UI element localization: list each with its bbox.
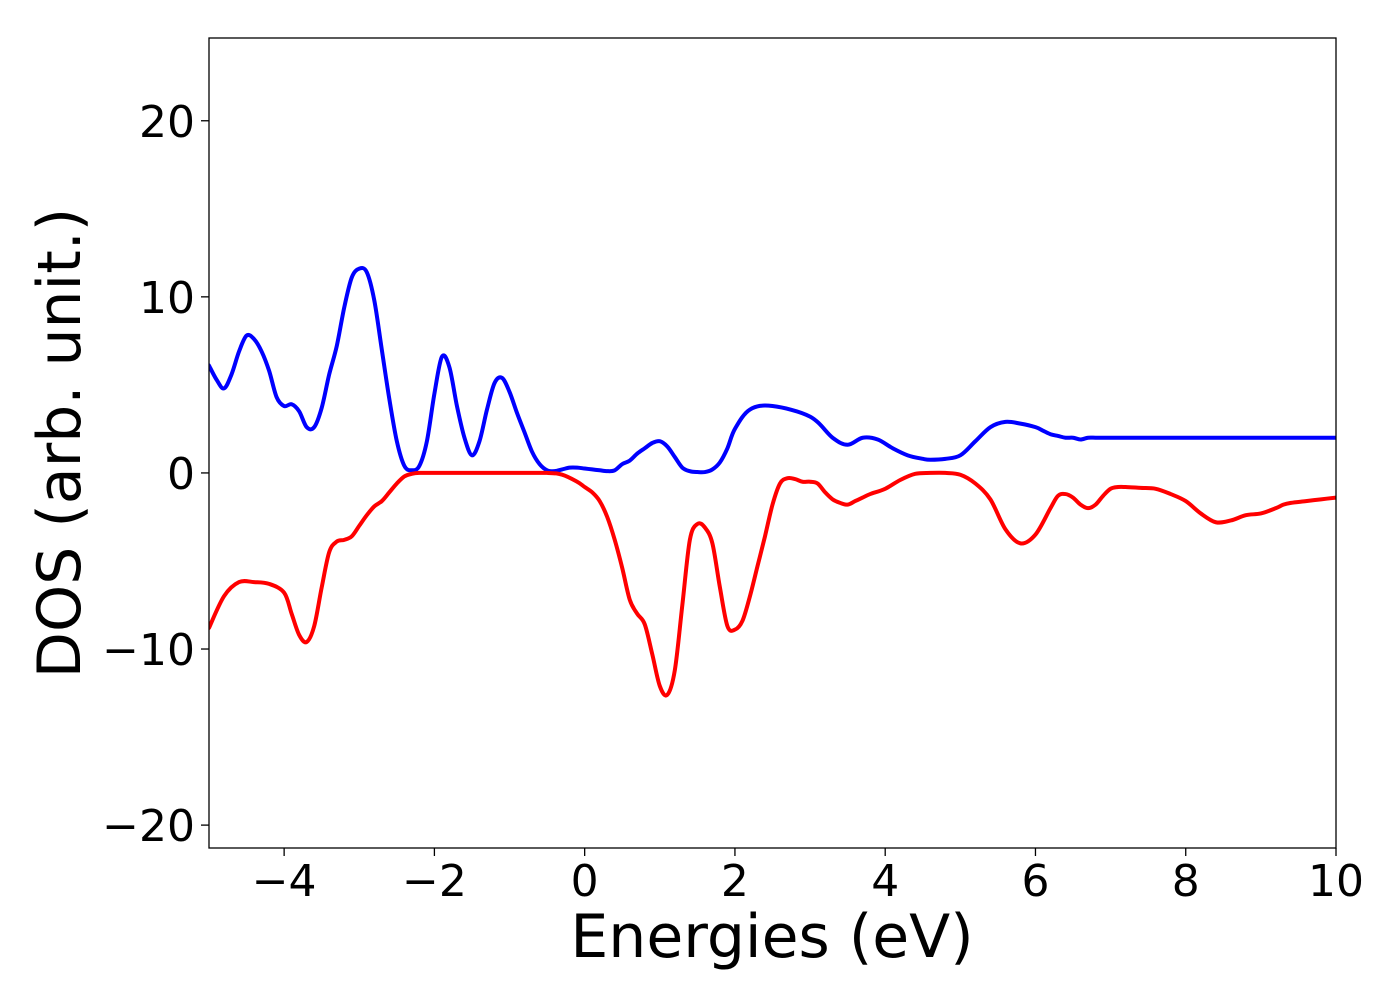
y-tick-label: 0 [167, 449, 195, 500]
series-layer [209, 266, 1336, 698]
x-tick-label: 10 [1308, 856, 1364, 907]
x-tick-label: −2 [402, 856, 467, 907]
x-tick-label: 8 [1172, 856, 1200, 907]
series-line-2 [209, 470, 1336, 698]
x-tick-label: 2 [721, 856, 749, 907]
y-tick-label: −10 [102, 625, 195, 676]
x-tick-label: −4 [252, 856, 317, 907]
x-axis-title: Energies (eV) [570, 902, 973, 972]
x-tick-label: 6 [1021, 856, 1049, 907]
plot-frame [208, 37, 1337, 849]
x-tick-label: 0 [571, 856, 599, 907]
y-axis: −20 −10 0 10 20 [102, 97, 209, 852]
y-tick-label: −20 [102, 801, 195, 852]
x-axis: −4 −2 0 2 4 6 8 10 [252, 848, 1364, 907]
y-tick-label: 20 [139, 97, 195, 148]
y-tick-label: 10 [139, 273, 195, 324]
x-tick-label: 4 [871, 856, 899, 907]
series-line-1 [209, 266, 1336, 475]
y-axis-title: DOS (arb. unit.) [25, 208, 95, 678]
